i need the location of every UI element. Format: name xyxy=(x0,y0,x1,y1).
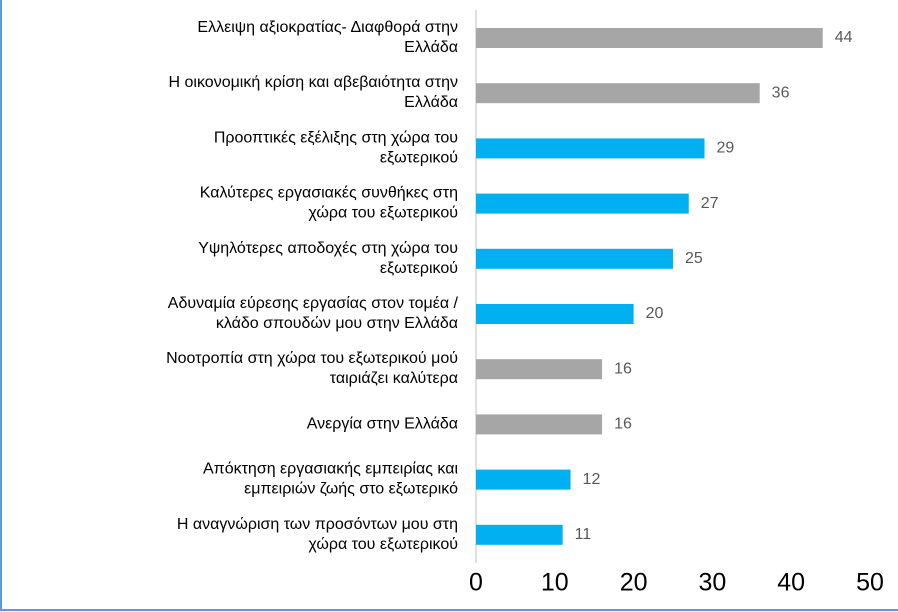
value-label: 12 xyxy=(583,471,601,488)
value-label: 16 xyxy=(614,416,632,433)
category-label: Η αναγνώριση των προσόντων μου στη χώρα τ… xyxy=(177,516,458,553)
x-tick-label: 10 xyxy=(541,569,569,597)
category-label: Ανεργία στην Ελλάδα xyxy=(307,416,458,433)
bar xyxy=(476,83,760,104)
bar xyxy=(476,359,603,380)
bar xyxy=(476,138,705,159)
bar xyxy=(476,28,823,48)
bar xyxy=(476,524,563,545)
category-label: Νοοτροπία στη χώρα του εξωτερικού μού ται… xyxy=(166,350,458,387)
x-tick-label: 30 xyxy=(698,569,726,597)
category-label: Αδυναμία εύρεσης εργασίας στον τομέα / κλ… xyxy=(168,295,459,332)
value-label: 44 xyxy=(835,29,853,46)
value-label: 29 xyxy=(717,140,735,157)
x-tick-label: 20 xyxy=(620,569,648,597)
value-label: 36 xyxy=(772,84,790,101)
value-label: 20 xyxy=(646,305,664,322)
value-label: 25 xyxy=(685,250,703,267)
bar xyxy=(476,469,571,490)
x-tick-label: 50 xyxy=(856,569,884,597)
value-label: 11 xyxy=(575,526,592,543)
bar xyxy=(476,304,634,324)
category-label: Καλύτερες εργασιακές συνθήκες στη χώρα το… xyxy=(200,185,458,222)
x-tick-label: 40 xyxy=(777,569,805,597)
category-label: Ελλειψη αξιοκρατίας- Διαφθορά στην Ελλάδα xyxy=(197,19,458,56)
x-tick-label: 0 xyxy=(469,569,483,597)
bar xyxy=(476,414,603,435)
category-label: Προοπτικές εξέλιξης στη χώρα του εξωτερικ… xyxy=(214,130,458,167)
bar xyxy=(476,248,673,269)
category-label: Υψηλότερες αποδοχές στη χώρα του εξωτερικ… xyxy=(198,240,458,277)
bar xyxy=(476,193,689,214)
category-label: Απόκτηση εργασιακής εμπειρίας και εμπειρι… xyxy=(203,461,458,498)
category-label: Η οικονομική κρίση και αβεβαιότητα στην Ε… xyxy=(169,74,458,111)
value-label: 16 xyxy=(614,360,632,377)
value-label: 27 xyxy=(701,195,719,212)
